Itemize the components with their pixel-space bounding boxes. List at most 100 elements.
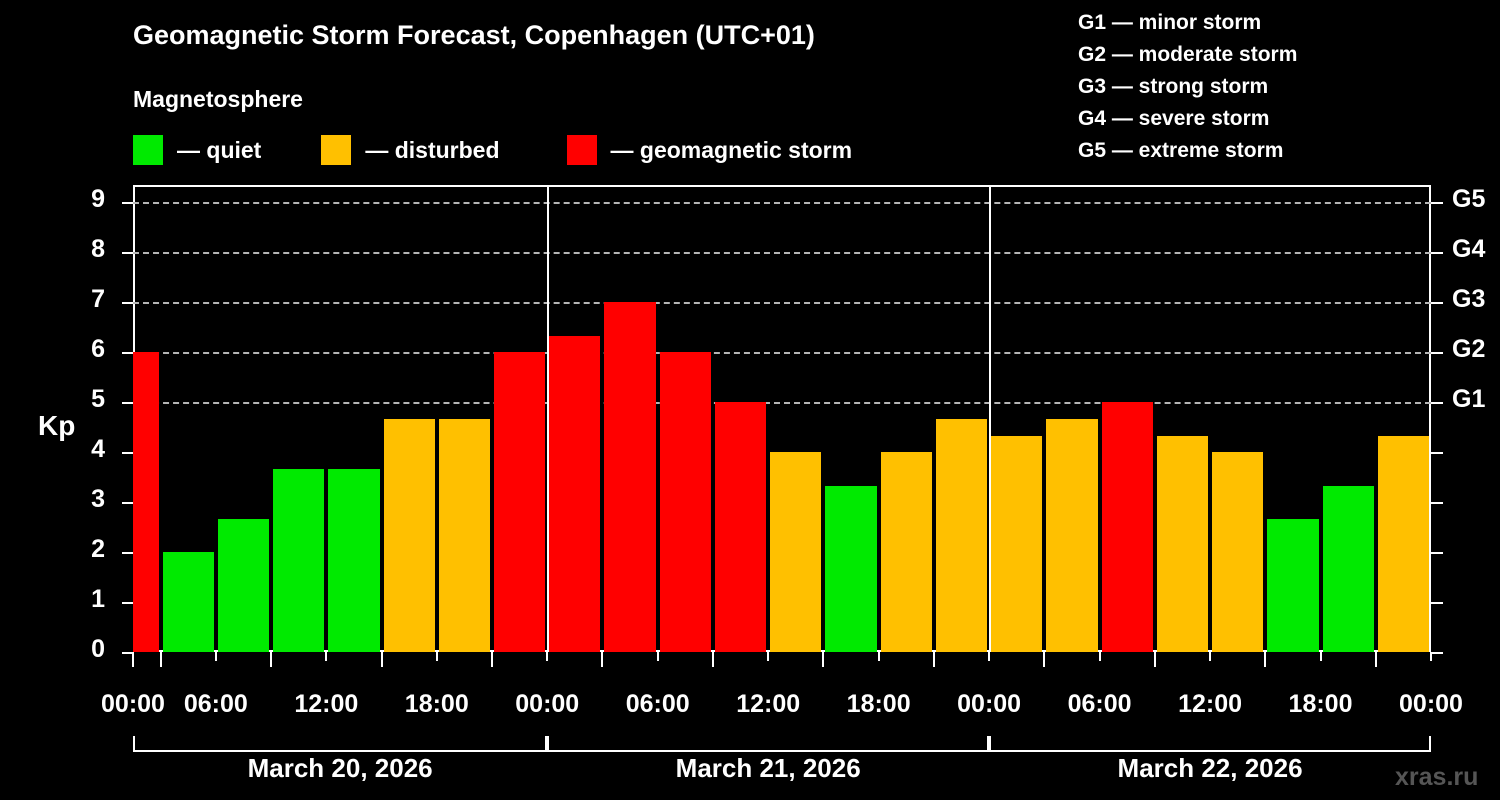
x-tick-label-6: 12:00 bbox=[736, 690, 801, 718]
y-tick-label-2: 2 bbox=[91, 535, 105, 563]
legend-swatch-quiet bbox=[133, 135, 163, 165]
y-tick-label-3: 3 bbox=[91, 485, 105, 513]
day-bracket-0 bbox=[133, 736, 548, 752]
bar-20 bbox=[1212, 452, 1264, 652]
x-tick-minor-22 bbox=[1374, 652, 1377, 667]
bar-9 bbox=[604, 302, 656, 652]
bar-1 bbox=[162, 552, 214, 652]
watermark: xras.ru bbox=[1395, 763, 1479, 791]
legend-swatch-storm bbox=[566, 135, 597, 165]
bar-10 bbox=[659, 352, 711, 652]
x-tick-label-11: 18:00 bbox=[1288, 690, 1353, 718]
x-tick-minor-18 bbox=[1153, 652, 1156, 667]
x-tick-minor-7 bbox=[546, 652, 549, 661]
x-tick-minor-11 bbox=[767, 652, 770, 661]
y-tick-mark-8 bbox=[122, 252, 133, 254]
legend-label-quiet: — quiet bbox=[177, 136, 262, 163]
x-tick-minor-23 bbox=[1430, 652, 1432, 661]
gridline-kp-7 bbox=[133, 302, 1431, 304]
g-minor-tick-4 bbox=[1431, 452, 1443, 454]
g-minor-tick-1 bbox=[1431, 602, 1443, 604]
y-tick-mark-6 bbox=[122, 352, 133, 354]
bar-4 bbox=[328, 468, 380, 652]
g-tick-mark-G5 bbox=[1431, 202, 1443, 204]
y-tick-mark-0 bbox=[122, 652, 133, 654]
legend-item-disturbed: — disturbed bbox=[321, 134, 500, 166]
g-minor-tick-2 bbox=[1431, 552, 1443, 554]
y-tick-label-8: 8 bbox=[91, 235, 105, 263]
bar-0 bbox=[133, 352, 159, 652]
g-minor-tick-0 bbox=[1431, 652, 1443, 654]
magnetosphere-legend: — quiet — disturbed — geomagnetic storm bbox=[133, 134, 852, 166]
x-tick-label-12: 00:00 bbox=[1399, 690, 1463, 718]
y-tick-mark-3 bbox=[122, 502, 133, 504]
bar-13 bbox=[825, 485, 877, 652]
day-separator-8 bbox=[547, 185, 550, 652]
y-tick-label-6: 6 bbox=[91, 335, 105, 363]
legend-item-quiet: — quiet bbox=[133, 134, 261, 166]
bar-5 bbox=[383, 418, 435, 652]
x-tick-minor-14 bbox=[932, 652, 935, 667]
y-tick-mark-4 bbox=[122, 452, 133, 454]
x-tick-minor-4 bbox=[380, 652, 383, 667]
y-tick-mark-5 bbox=[122, 402, 133, 404]
bar-17 bbox=[1046, 418, 1098, 652]
legend-item-storm: — geomagnetic storm bbox=[566, 134, 852, 166]
g-tick-mark-G2 bbox=[1431, 352, 1443, 354]
g-minor-tick-3 bbox=[1431, 502, 1443, 504]
bar-22 bbox=[1322, 485, 1374, 652]
bar-2 bbox=[217, 518, 270, 652]
gridline-kp-8 bbox=[133, 252, 1431, 254]
x-tick-minor-8 bbox=[601, 652, 604, 667]
y-tick-label-0: 0 bbox=[91, 635, 105, 663]
chart-plot-area bbox=[133, 185, 1431, 652]
y-tick-label-4: 4 bbox=[91, 435, 105, 463]
y-tick-mark-7 bbox=[122, 302, 133, 304]
gscale-legend-g2: G2 — moderate storm bbox=[1078, 43, 1298, 66]
x-tick-label-5: 06:00 bbox=[625, 690, 690, 718]
y-tick-mark-2 bbox=[122, 552, 133, 554]
g-tick-mark-G3 bbox=[1431, 302, 1443, 304]
x-tick-minor-21 bbox=[1319, 652, 1322, 661]
bar-23 bbox=[1377, 435, 1429, 652]
x-tick-minor-9 bbox=[656, 652, 659, 661]
x-tick-minor-0 bbox=[159, 652, 162, 667]
day-bracket-1 bbox=[547, 736, 990, 752]
x-tick-minor-2 bbox=[270, 652, 273, 667]
x-tick-minor-17 bbox=[1098, 652, 1101, 661]
bar-7 bbox=[494, 352, 546, 652]
g-tick-label-G4: G4 bbox=[1452, 235, 1486, 263]
page-title: Geomagnetic Storm Forecast, Copenhagen (… bbox=[133, 20, 815, 50]
y-tick-label-1: 1 bbox=[91, 585, 105, 613]
x-tick-label-0: 00:00 bbox=[101, 690, 165, 718]
g-tick-label-G5: G5 bbox=[1452, 185, 1486, 213]
x-tick-label-1: 06:00 bbox=[183, 690, 248, 718]
g-tick-mark-G4 bbox=[1431, 252, 1443, 254]
x-tick-minor-16 bbox=[1043, 652, 1046, 667]
y-tick-mark-1 bbox=[122, 602, 133, 604]
g-tick-label-G2: G2 bbox=[1452, 335, 1486, 363]
x-tick-label-7: 18:00 bbox=[846, 690, 911, 718]
g-tick-label-G1: G1 bbox=[1452, 385, 1486, 413]
day-label-0: March 20, 2026 bbox=[247, 753, 433, 783]
x-tick-label-4: 00:00 bbox=[515, 690, 580, 718]
bar-14 bbox=[880, 452, 932, 652]
bar-8 bbox=[549, 335, 601, 652]
x-tick-label-2: 12:00 bbox=[294, 690, 359, 718]
x-tick-minor-15 bbox=[988, 652, 991, 661]
bar-15 bbox=[935, 418, 988, 652]
bar-6 bbox=[438, 418, 490, 652]
y-tick-label-9: 9 bbox=[91, 185, 105, 213]
x-tick-minor-6 bbox=[491, 652, 494, 667]
day-separator-16 bbox=[989, 185, 992, 652]
g-tick-label-G3: G3 bbox=[1452, 285, 1486, 313]
day-label-2: March 22, 2026 bbox=[1117, 753, 1303, 783]
bar-16 bbox=[991, 435, 1043, 652]
gscale-legend: G1 — minor storm G2 — moderate storm G3 … bbox=[1078, 7, 1297, 167]
x-tick-minor-1 bbox=[214, 652, 217, 661]
x-tick-minor-13 bbox=[877, 652, 880, 661]
bar-3 bbox=[273, 468, 325, 652]
gridline-kp-5 bbox=[133, 402, 1431, 404]
bar-18 bbox=[1101, 402, 1153, 652]
